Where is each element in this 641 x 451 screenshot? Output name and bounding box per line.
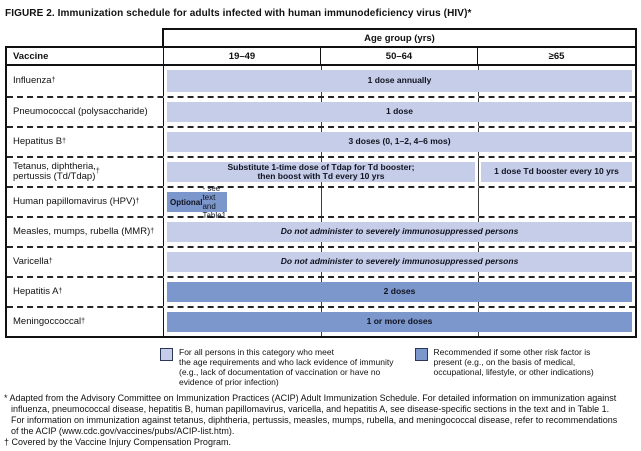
optional-bold-text: Optional xyxy=(170,197,203,207)
figure-title: FIGURE 2. Immunization schedule for adul… xyxy=(5,8,472,19)
legend-item-recommended-risk: Recommended if some other risk factor is… xyxy=(414,347,594,377)
dose-bar: 1 dose annually xyxy=(167,70,632,92)
vaccine-label: Pneumococcal (polysaccharide) xyxy=(7,98,164,126)
immunization-schedule-table: Age group (yrs) Vaccine 19–49 50–64 ≥65 … xyxy=(5,28,637,338)
legend: For all persons in this category who mee… xyxy=(160,347,641,387)
vaccine-name: Hepatitis A xyxy=(13,285,59,297)
row-data-area: 3 doses (0, 1–2, 4–6 mos) xyxy=(164,128,635,156)
dose-bar: 1 dose xyxy=(167,102,632,122)
row-data-area: Do not administer to severely immunosupp… xyxy=(164,218,635,246)
row-data-area: 1 or more doses xyxy=(164,308,635,336)
vaccine-column-header: Vaccine xyxy=(7,48,164,64)
dark-blue-swatch-icon xyxy=(414,348,428,361)
vaccine-name: Varicella xyxy=(13,255,49,267)
age-group-header: Age group (yrs) xyxy=(162,28,637,46)
footnote-dagger: † Covered by the Vaccine Injury Compensa… xyxy=(4,437,231,447)
vaccine-name: Measles, mumps, rubella (MMR) xyxy=(13,225,151,237)
vaccine-label: Meningoccoccal † xyxy=(7,308,164,336)
legend-light-text: For all persons in this category who mee… xyxy=(179,347,394,387)
vaccine-label: Varicella † xyxy=(7,248,164,276)
table-row-influenza: Influenza † 1 dose annually xyxy=(7,66,635,96)
row-data-area: Do not administer to severely immunosupp… xyxy=(164,248,635,276)
warning-bar: Do not administer to severely immunosupp… xyxy=(167,252,632,272)
vaccine-name: Hepatitus B xyxy=(13,135,63,147)
vaccine-label: Human papillomavirus (HPV) † xyxy=(7,188,164,216)
row-data-area: 1 dose annually xyxy=(164,66,635,96)
dose-bar: 2 doses xyxy=(167,282,632,302)
table-row-mmr: Measles, mumps, rubella (MMR) † Do not ad… xyxy=(7,216,635,246)
light-blue-swatch-icon xyxy=(160,348,173,361)
dose-bar-65plus: 1 dose Td booster every 10 yrs xyxy=(481,162,632,182)
table-row-td-tdap: Tetanus, diphtheria, pertussis (Td/Tdap)… xyxy=(7,156,635,186)
dose-bar: 3 doses (0, 1–2, 4–6 mos) xyxy=(167,132,632,152)
vaccine-label: Influenza † xyxy=(7,66,164,96)
vaccine-name: Influenza xyxy=(13,74,52,86)
optional-rest-text: - see text and Table1 xyxy=(202,184,227,220)
age-col-65plus: ≥65 xyxy=(548,50,565,62)
column-divider xyxy=(477,188,479,216)
row-data-area: Optional - see text and Table1 xyxy=(164,184,635,220)
vaccine-name: Human papillomavirus (HPV) xyxy=(13,195,136,207)
dose-bar: 1 or more doses xyxy=(167,312,632,332)
legend-item-for-all-persons: For all persons in this category who mee… xyxy=(160,347,394,387)
vaccine-label: Hepatitus B † xyxy=(7,128,164,156)
footnotes: * Adapted from the Advisory Committee on… xyxy=(4,393,638,448)
vaccine-name: Tetanus, diphtheria, pertussis (Td/Tdap) xyxy=(13,160,96,182)
dose-bar-19-64: Substitute 1-time dose of Tdap for Td bo… xyxy=(167,162,475,182)
vaccine-name: Meningoccoccal xyxy=(13,315,82,327)
vaccine-label: Hepatitis A † xyxy=(7,278,164,306)
age-col-50-64: 50–64 xyxy=(321,48,478,64)
vaccine-name: Pneumococcal (polysaccharide) xyxy=(13,105,148,117)
table-row-hepatitis-b: Hepatitus B † 3 doses (0, 1–2, 4–6 mos) xyxy=(7,126,635,156)
row-data-area: 2 doses xyxy=(164,278,635,306)
table-row-pneumococcal: Pneumococcal (polysaccharide) 1 dose xyxy=(7,96,635,126)
row-data-area: Substitute 1-time dose of Tdap for Td bo… xyxy=(164,158,635,186)
warning-bar: Do not administer to severely immunosupp… xyxy=(167,222,632,242)
vaccine-label: Tetanus, diphtheria, pertussis (Td/Tdap)… xyxy=(7,158,164,186)
table-row-hpv: Human papillomavirus (HPV) † Optional - s… xyxy=(7,184,635,220)
row-data-area: 1 dose xyxy=(164,98,635,126)
schedule-grid: Vaccine 19–49 50–64 ≥65 Influenza † 1 dos… xyxy=(5,46,637,338)
table-row-varicella: Varicella † Do not administer to severely… xyxy=(7,246,635,276)
column-divider xyxy=(477,158,479,186)
legend-dark-text: Recommended if some other risk factor is… xyxy=(433,347,594,377)
column-divider xyxy=(320,188,322,216)
vaccine-label: Measles, mumps, rubella (MMR) † xyxy=(7,218,164,246)
footnote-asterisk: * Adapted from the Advisory Committee on… xyxy=(4,393,618,436)
table-row-hepatitis-a: Hepatitis A † 2 doses xyxy=(7,276,635,306)
table-row-meningococcal: Meningoccoccal † 1 or more doses xyxy=(7,306,635,336)
age-col-19-49: 19–49 xyxy=(164,48,321,64)
column-header-row: Vaccine 19–49 50–64 ≥65 xyxy=(7,48,635,66)
optional-note-box: Optional - see text and Table1 xyxy=(167,184,227,220)
